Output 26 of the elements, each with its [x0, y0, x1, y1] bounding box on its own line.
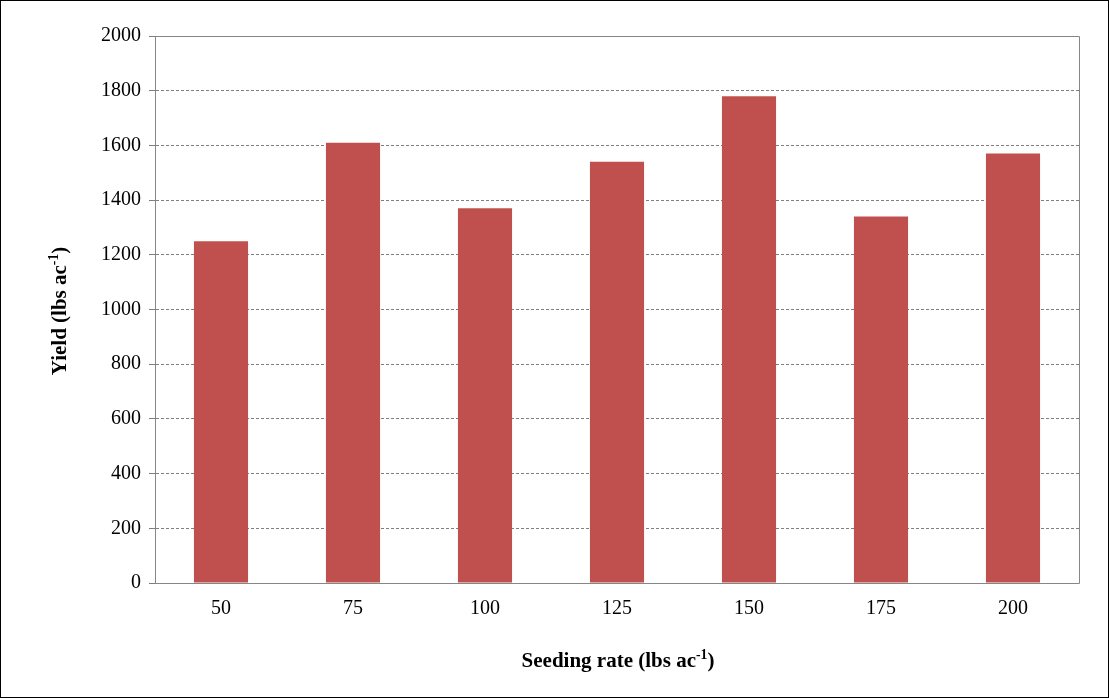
- y-tick-label: 200: [111, 515, 141, 538]
- y-tick-label: 1800: [101, 77, 141, 100]
- y-tick-label: 800: [111, 351, 141, 374]
- y-tick-label: 1600: [101, 132, 141, 155]
- y-tick-label: 1400: [101, 187, 141, 210]
- bar: [325, 142, 381, 583]
- y-tick-label: 600: [111, 406, 141, 429]
- x-tick-label: 50: [211, 596, 231, 619]
- bar: [721, 96, 777, 583]
- x-tick-label: 175: [866, 596, 896, 619]
- bar: [193, 241, 249, 583]
- y-tick-label: 0: [131, 570, 141, 593]
- y-tick-label: 2000: [101, 23, 141, 46]
- x-tick-label: 100: [470, 596, 500, 619]
- x-tick-label: 200: [998, 596, 1028, 619]
- bar: [985, 153, 1041, 583]
- y-tick-label: 400: [111, 460, 141, 483]
- x-tick-label: 125: [602, 596, 632, 619]
- bar: [589, 161, 645, 583]
- bar: [853, 216, 909, 583]
- x-tick-label: 150: [734, 596, 764, 619]
- x-tick-label: 75: [343, 596, 363, 619]
- x-axis-title: Seeding rate (lbs ac$^{-1}$): [521, 647, 715, 673]
- y-tick-label: 1200: [101, 242, 141, 265]
- bar: [457, 208, 513, 583]
- y-tick-label: 1000: [101, 296, 141, 319]
